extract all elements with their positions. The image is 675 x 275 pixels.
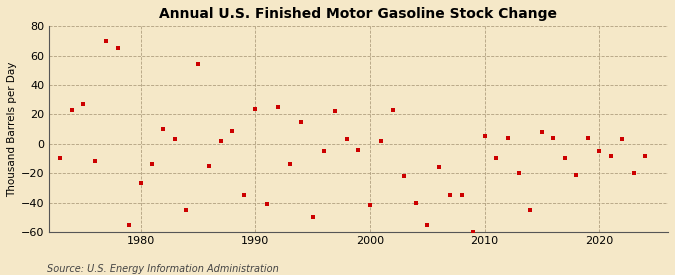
Point [89, 159, 100, 164]
Point [479, 134, 490, 139]
Point [227, 128, 238, 133]
Y-axis label: Thousand Barrels per Day: Thousand Barrels per Day [7, 61, 17, 197]
Point [55, 156, 65, 161]
Point [583, 136, 593, 140]
Point [238, 193, 249, 197]
Point [181, 208, 192, 212]
Point [502, 136, 513, 140]
Point [376, 139, 387, 143]
Point [135, 181, 146, 186]
Point [330, 109, 341, 114]
Point [422, 222, 433, 227]
Point [605, 153, 616, 158]
Text: Source: U.S. Energy Information Administration: Source: U.S. Energy Information Administ… [47, 264, 279, 274]
Point [537, 130, 547, 134]
Point [445, 193, 456, 197]
Point [78, 102, 88, 106]
Point [628, 171, 639, 175]
Point [273, 105, 284, 109]
Point [66, 108, 77, 112]
Point [514, 171, 524, 175]
Point [468, 230, 479, 234]
Point [571, 172, 582, 177]
Point [594, 149, 605, 153]
Point [364, 203, 375, 208]
Point [353, 147, 364, 152]
Point [158, 127, 169, 131]
Point [319, 149, 329, 153]
Point [491, 156, 502, 161]
Point [169, 137, 180, 142]
Point [617, 137, 628, 142]
Point [192, 62, 203, 67]
Point [399, 174, 410, 178]
Point [640, 153, 651, 158]
Point [101, 39, 111, 43]
Point [456, 193, 467, 197]
Point [124, 222, 134, 227]
Point [296, 120, 306, 124]
Point [112, 46, 123, 51]
Point [146, 162, 157, 167]
Point [410, 200, 421, 205]
Point [560, 156, 570, 161]
Point [250, 106, 261, 111]
Point [307, 215, 318, 219]
Point [261, 202, 272, 206]
Point [525, 208, 536, 212]
Point [387, 108, 398, 112]
Title: Annual U.S. Finished Motor Gasoline Stock Change: Annual U.S. Finished Motor Gasoline Stoc… [159, 7, 558, 21]
Point [342, 137, 352, 142]
Point [284, 162, 295, 167]
Point [215, 139, 226, 143]
Point [204, 164, 215, 168]
Point [548, 136, 559, 140]
Point [433, 165, 444, 169]
